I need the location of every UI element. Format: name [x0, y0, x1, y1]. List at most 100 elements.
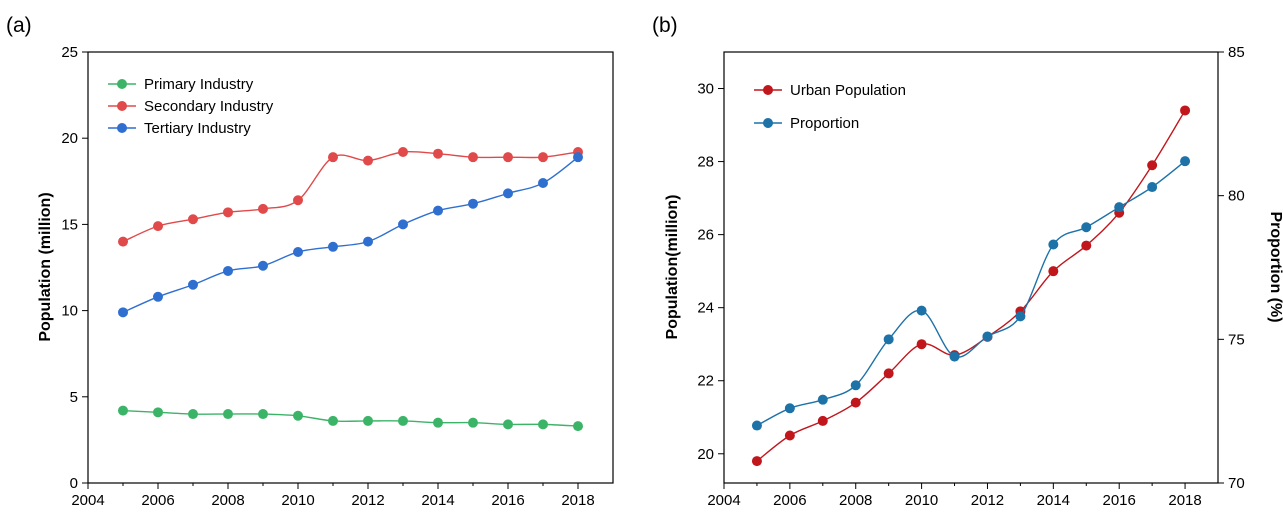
primary-industry-point [188, 409, 198, 420]
panel-a-plot-frame [87, 51, 614, 484]
legend-marker-secondary-industry [117, 101, 127, 111]
y-tick-label: 26 [697, 227, 714, 244]
x-tick-label: 2008 [211, 492, 244, 509]
primary-industry-point [118, 405, 128, 416]
tertiary-industry-point [468, 198, 478, 209]
primary-industry-point [328, 415, 338, 426]
panel-b-y-axis-label: Population(million) [664, 195, 681, 340]
panel-a-y-axis-label: Population (million) [37, 192, 54, 341]
tertiary-industry-point [118, 307, 128, 318]
y-tick-label: 30 [697, 81, 714, 98]
legend-label-secondary-industry: Secondary Industry [144, 98, 274, 115]
y-tick-label: 0 [70, 475, 78, 492]
primary-industry-point [258, 409, 268, 420]
proportion-line [756, 160, 1186, 427]
secondary-industry-point [363, 155, 373, 166]
primary-industry-point [538, 419, 548, 430]
legend-label-urban-population: Urban Population [790, 82, 906, 99]
primary-industry-point [293, 410, 303, 421]
proportion-point [1081, 222, 1092, 233]
panel-b-legend: Urban Population Proportion [754, 82, 906, 132]
legend-label-proportion: Proportion [790, 115, 859, 132]
x-tick-label: 2006 [141, 492, 174, 509]
urban-population-point [1048, 266, 1059, 277]
y2-tick-label: 70 [1228, 475, 1245, 492]
panel-a-label: (a) [6, 14, 32, 37]
proportion-point [949, 351, 960, 362]
proportion-point [1048, 239, 1059, 250]
urban-population-point [751, 456, 762, 467]
x-tick-label: 2010 [281, 492, 314, 509]
panel-b-series [751, 105, 1191, 467]
y-tick-label: 28 [697, 154, 714, 171]
proportion-point [982, 331, 993, 342]
tertiary-industry-point [293, 246, 303, 257]
urban-population-point [817, 415, 828, 426]
x-tick-label: 2010 [905, 492, 938, 509]
tertiary-industry-point [258, 260, 268, 271]
y-tick-label: 10 [61, 303, 78, 320]
y-tick-label: 22 [697, 373, 714, 390]
legend-marker-primary-industry [117, 79, 127, 89]
legend-marker-urban-population [763, 85, 773, 95]
secondary-industry-point [153, 221, 163, 232]
x-tick-label: 2004 [707, 492, 740, 509]
secondary-industry-point [118, 236, 128, 247]
proportion-point [751, 420, 762, 431]
urban-population-point [1180, 105, 1191, 116]
secondary-industry-point [398, 146, 408, 157]
x-tick-label: 2014 [1037, 492, 1070, 509]
proportion-point [817, 394, 828, 405]
secondary-industry-point [328, 152, 338, 163]
y-tick-label: 20 [61, 130, 78, 147]
tertiary-industry-point [223, 265, 233, 276]
x-tick-label: 2004 [71, 492, 104, 509]
panel-a-axes: 2004 2006 2008 2010 2012 2014 2016 2018 0 5 10 15 20… [61, 44, 594, 509]
x-tick-label: 2006 [773, 492, 806, 509]
y-tick-label: 20 [697, 446, 714, 463]
primary-industry-point [398, 415, 408, 426]
y-tick-label: 15 [61, 216, 78, 233]
panel-a-series [118, 146, 583, 432]
x-tick-label: 2014 [421, 492, 454, 509]
primary-industry-point [223, 409, 233, 420]
panel-b-plot-frame [723, 51, 1219, 484]
primary-industry-point [503, 419, 513, 430]
tertiary-industry-point [538, 178, 548, 189]
urban-population-point [1081, 240, 1092, 251]
x-tick-label: 2016 [1103, 492, 1136, 509]
proportion-point [1180, 156, 1191, 167]
secondary-industry-point [468, 152, 478, 163]
legend-marker-tertiary-industry [117, 123, 127, 133]
urban-population-point [1147, 160, 1158, 171]
secondary-industry-point [188, 214, 198, 225]
secondary-industry-point [538, 152, 548, 163]
tertiary-industry-point [433, 205, 443, 216]
y2-tick-label: 80 [1228, 188, 1245, 205]
proportion-point [883, 334, 894, 345]
panel-b-label: (b) [652, 14, 678, 37]
urban-population-point [850, 397, 861, 408]
proportion-point [916, 305, 927, 316]
secondary-industry-point [293, 195, 303, 206]
proportion-point [784, 403, 795, 414]
y2-tick-label: 85 [1228, 44, 1245, 61]
primary-industry-point [573, 421, 583, 432]
secondary-industry-point [503, 152, 513, 163]
primary-industry-point [433, 417, 443, 428]
panel-b-y2-axis-label: Proportion (%) [1267, 211, 1283, 322]
urban-population-point [784, 430, 795, 441]
tertiary-industry-point [398, 219, 408, 230]
tertiary-industry-point [363, 236, 373, 247]
secondary-industry-point [223, 207, 233, 218]
legend-label-tertiary-industry: Tertiary Industry [144, 120, 251, 137]
legend-label-primary-industry: Primary Industry [144, 76, 254, 93]
proportion-point [1015, 311, 1026, 322]
y-tick-label: 5 [70, 389, 78, 406]
x-tick-label: 2012 [351, 492, 384, 509]
panel-a: (a) Population (million) 2004 2006 2008 201… [6, 14, 614, 509]
tertiary-industry-point [188, 279, 198, 290]
tertiary-industry-point [153, 291, 163, 302]
x-tick-label: 2008 [839, 492, 872, 509]
